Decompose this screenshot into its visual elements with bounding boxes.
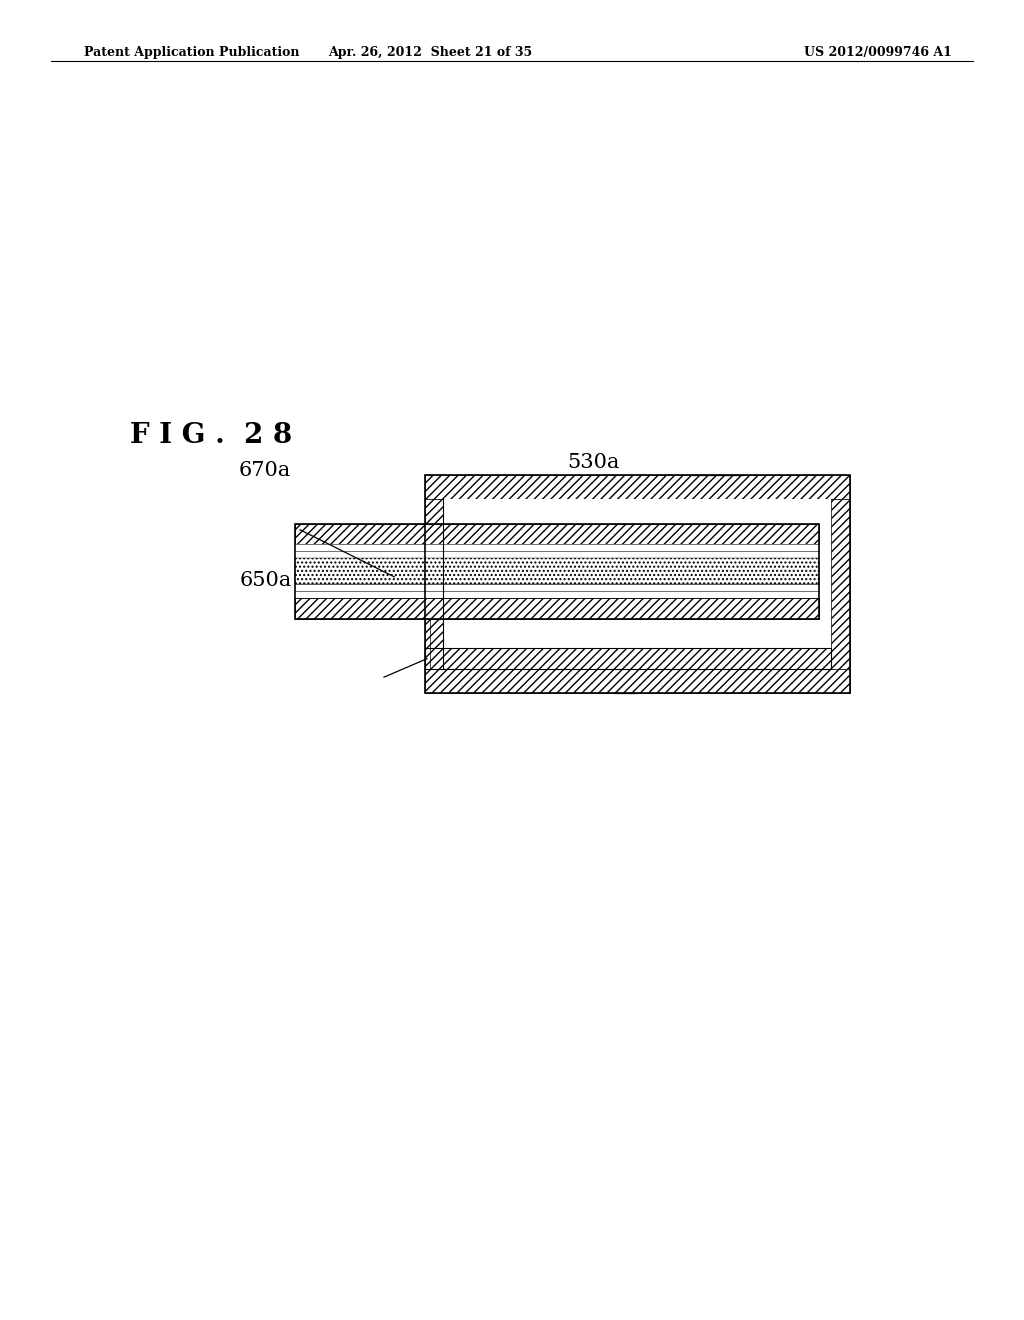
Text: F I G .  2 8: F I G . 2 8 [130,422,292,449]
Bar [443,499,831,669]
Bar [295,524,819,619]
Bar [425,475,850,693]
Text: Patent Application Publication: Patent Application Publication [84,46,299,59]
Bar [831,499,850,669]
Bar [425,648,831,669]
Bar [295,558,819,585]
Bar [295,524,819,544]
Text: 530a: 530a [567,453,620,471]
Bar [295,598,819,619]
Text: 610: 610 [754,513,794,532]
Bar [425,648,831,669]
Bar [295,524,819,619]
Bar [295,544,819,598]
Text: US 2012/0099746 A1: US 2012/0099746 A1 [805,46,952,59]
Bar [425,475,850,499]
Text: 650a: 650a [240,572,292,590]
Bar [425,475,850,693]
Text: 670a: 670a [239,462,291,480]
Bar [425,499,443,669]
Bar [425,669,850,693]
Text: Apr. 26, 2012  Sheet 21 of 35: Apr. 26, 2012 Sheet 21 of 35 [328,46,532,59]
